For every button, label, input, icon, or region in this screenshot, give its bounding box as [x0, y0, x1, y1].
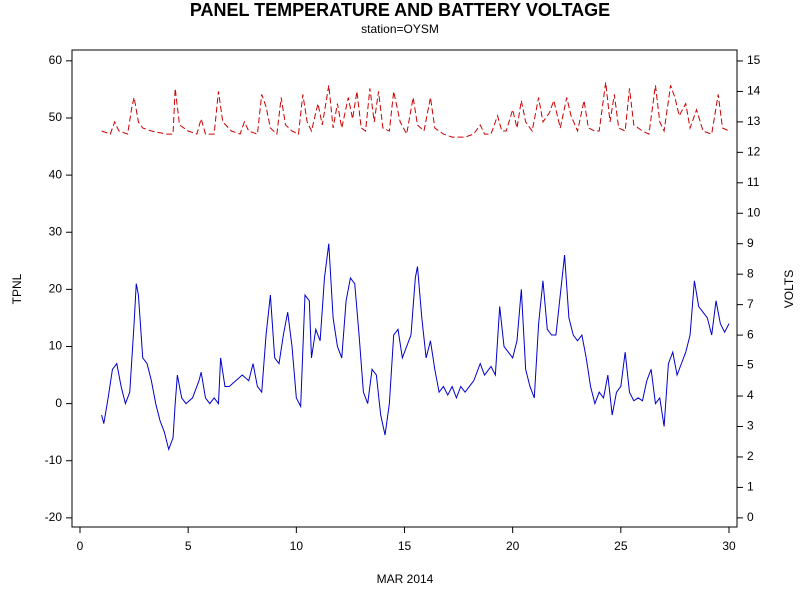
x-tick-label: 10: [290, 539, 304, 553]
data-line: [101, 82, 730, 138]
y2-tick-label: 0: [747, 510, 754, 524]
y2-tick-label: 1: [747, 480, 754, 494]
y2-tick-label: 14: [747, 84, 761, 98]
y2-axis-label: VOLTS: [782, 270, 796, 308]
x-axis-label: MAR 2014: [377, 572, 434, 586]
y2-tick-label: 3: [747, 419, 754, 433]
y-tick-label: 50: [49, 110, 63, 124]
x-tick-label: 20: [506, 539, 520, 553]
y2-tick-label: 4: [747, 388, 754, 402]
y-tick-label: 40: [49, 167, 63, 181]
y2-tick-label: 2: [747, 449, 754, 463]
y-tick-label: 20: [49, 282, 63, 296]
y2-tick-label: 7: [747, 297, 754, 311]
x-tick-label: 25: [614, 539, 628, 553]
x-tick-label: 15: [398, 539, 412, 553]
x-tick-label: 0: [77, 539, 84, 553]
chart-subtitle: station=OYSM: [361, 22, 439, 36]
y2-tick-label: 12: [747, 145, 761, 159]
y-tick-label: -20: [45, 510, 63, 524]
y2-tick-label: 13: [747, 114, 761, 128]
y2-tick-label: 5: [747, 358, 754, 372]
y2-tick-label: 8: [747, 266, 754, 280]
chart-title: PANEL TEMPERATURE AND BATTERY VOLTAGE: [190, 0, 610, 20]
y2-tick-label: 10: [747, 205, 761, 219]
y2-tick-label: 6: [747, 327, 754, 341]
y-tick-label: 0: [55, 396, 62, 410]
y-axis-label: TPNL: [10, 273, 24, 304]
y-tick-label: 60: [49, 53, 63, 67]
x-tick-label: 30: [722, 539, 736, 553]
x-tick-label: 5: [185, 539, 192, 553]
y2-tick-label: 9: [747, 236, 754, 250]
y2-tick-label: 15: [747, 53, 761, 67]
y2-tick-label: 11: [747, 175, 760, 189]
y-tick-label: 10: [49, 339, 63, 353]
y-tick-label: 30: [49, 224, 63, 238]
data-line: [101, 243, 730, 451]
plot-frame: [71, 49, 738, 528]
y-tick-label: -10: [45, 453, 63, 467]
